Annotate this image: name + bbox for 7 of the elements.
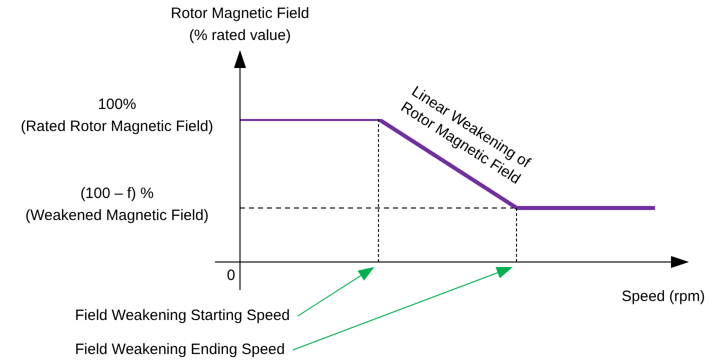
y-axis-title: Rotor Magnetic Field (% rated value)	[170, 5, 310, 44]
x-axis-title: Speed (rpm)	[622, 288, 705, 306]
text: 100% (Rated Rotor Magnetic Field)	[20, 96, 214, 136]
text: (100 – f) % (Weakened Magnetic Field)	[25, 185, 209, 224]
text: Field Weakening Starting Speed	[75, 307, 290, 324]
text: Field Weakening Ending Speed	[75, 341, 285, 358]
text: 0	[226, 267, 236, 284]
